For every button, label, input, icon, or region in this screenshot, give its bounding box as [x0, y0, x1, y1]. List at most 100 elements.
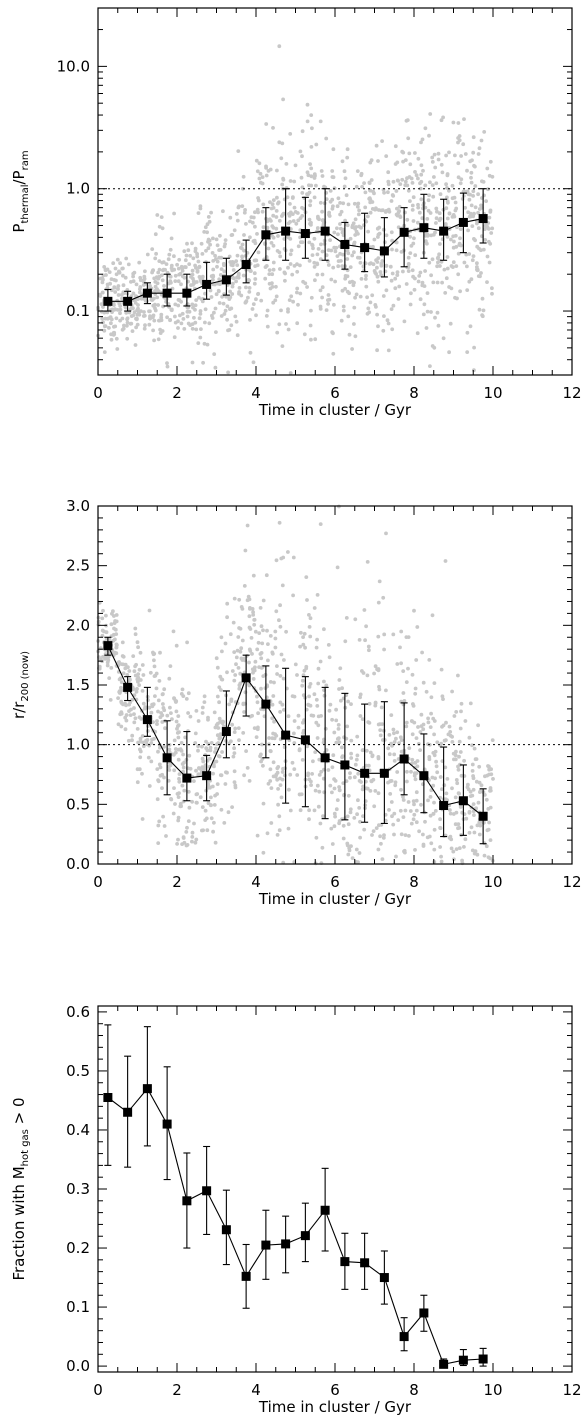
scatter-point [403, 158, 408, 163]
scatter-point [414, 820, 419, 825]
scatter-point [302, 332, 307, 337]
scatter-point [217, 301, 222, 305]
scatter-point [346, 852, 351, 857]
scatter-point [252, 271, 257, 276]
scatter-point [435, 310, 440, 315]
scatter-point [254, 158, 259, 163]
scatter-point [360, 717, 365, 721]
x-tick-label: 2 [172, 384, 182, 402]
scatter-point [343, 639, 348, 644]
x-tick-label: 10 [483, 873, 502, 891]
scatter-point [273, 629, 278, 634]
scatter-point [394, 248, 399, 253]
scatter-point [296, 725, 301, 730]
scatter-point [226, 295, 231, 299]
scatter-point [289, 294, 294, 299]
scatter-point [156, 270, 161, 275]
scatter-point [243, 208, 248, 212]
scatter-point [395, 730, 400, 735]
scatter-point [412, 236, 416, 241]
scatter-point [395, 662, 400, 666]
scatter-point [401, 269, 405, 274]
scatter-point [419, 802, 423, 807]
scatter-point [202, 230, 207, 234]
scatter-point [389, 230, 394, 235]
scatter-point [433, 809, 438, 813]
y-tick-label: 0.4 [66, 1121, 90, 1139]
y-tick-label: 0.1 [66, 1298, 90, 1316]
scatter-point [462, 260, 467, 265]
scatter-point [426, 716, 430, 721]
scatter-point [456, 140, 460, 145]
radius-ticks [97, 505, 573, 865]
scatter-point [221, 209, 225, 214]
scatter-point [214, 292, 219, 297]
scatter-point [344, 616, 349, 620]
scatter-point [280, 702, 285, 707]
scatter-point [181, 765, 186, 770]
scatter-point [142, 310, 146, 314]
scatter-point [233, 726, 238, 731]
x-tick-label: 6 [330, 1381, 340, 1399]
scatter-point [290, 760, 295, 765]
scatter-point [117, 269, 121, 274]
scatter-point [317, 757, 322, 762]
x-tick-label: 4 [251, 873, 261, 891]
scatter-point [186, 691, 191, 696]
scatter-point [352, 322, 356, 326]
scatter-point [452, 757, 456, 762]
scatter-point [200, 744, 204, 749]
scatter-point [326, 248, 331, 253]
scatter-point [419, 172, 424, 177]
scatter-point [173, 699, 178, 703]
scatter-point [371, 189, 376, 194]
scatter-point [421, 312, 426, 317]
scatter-point [328, 238, 332, 243]
scatter-point [456, 673, 460, 678]
scatter-point [357, 779, 362, 783]
scatter-point [173, 302, 178, 307]
y-tick-label: 0.5 [66, 795, 90, 813]
scatter-point [237, 686, 242, 691]
scatter-point [388, 792, 393, 796]
scatter-point [183, 735, 188, 740]
scatter-point [401, 691, 406, 695]
scatter-point [306, 173, 311, 178]
scatter-point [430, 155, 435, 160]
scatter-point [179, 282, 183, 287]
scatter-point [358, 260, 363, 265]
scatter-point [112, 324, 116, 329]
scatter-point [172, 738, 177, 743]
data-point-marker [281, 226, 291, 236]
scatter-point [162, 687, 167, 692]
scatter-point [399, 787, 403, 792]
scatter-point [268, 200, 272, 205]
scatter-point [247, 286, 252, 290]
scatter-point [276, 201, 280, 206]
scatter-point [315, 593, 320, 597]
scatter-point [467, 735, 472, 740]
scatter-point [353, 762, 358, 767]
scatter-point [222, 821, 227, 825]
scatter-point [336, 723, 341, 727]
scatter-point [368, 750, 373, 755]
scatter-point [346, 699, 350, 704]
scatter-point [109, 317, 114, 322]
scatter-point [352, 305, 357, 310]
scatter-point [439, 854, 443, 859]
scatter-point [399, 832, 404, 837]
scatter-point [168, 247, 173, 252]
scatter-point [193, 741, 198, 745]
scatter-point [291, 593, 295, 598]
data-point-marker [123, 296, 133, 306]
scatter-point [137, 312, 142, 317]
scatter-point [426, 208, 431, 213]
scatter-point [315, 262, 320, 267]
scatter-point [340, 159, 345, 164]
scatter-point [386, 190, 390, 195]
scatter-point [283, 278, 287, 283]
scatter-point [233, 673, 238, 677]
data-point-marker [439, 226, 449, 236]
scatter-point [125, 336, 130, 341]
scatter-point [270, 224, 275, 229]
